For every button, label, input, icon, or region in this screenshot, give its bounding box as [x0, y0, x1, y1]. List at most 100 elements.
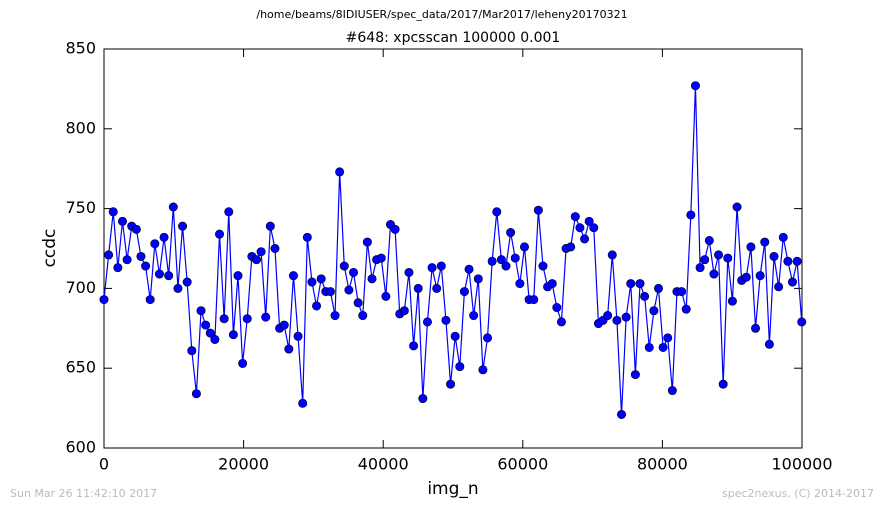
point	[441, 315, 451, 325]
point	[113, 263, 123, 273]
point	[122, 255, 132, 265]
point	[612, 315, 622, 325]
point	[362, 237, 372, 247]
point	[538, 261, 548, 271]
point	[783, 256, 793, 266]
point	[376, 253, 386, 263]
point	[566, 242, 576, 252]
point	[164, 271, 174, 281]
point	[797, 317, 807, 327]
point	[778, 232, 788, 242]
point	[496, 255, 506, 265]
x-tick-label: 20000	[218, 455, 269, 474]
point	[686, 210, 696, 220]
point	[700, 255, 710, 265]
point	[774, 282, 784, 292]
point	[325, 287, 335, 297]
point	[436, 261, 446, 271]
point	[575, 223, 585, 233]
point	[450, 331, 460, 341]
point	[284, 344, 294, 354]
point	[173, 283, 183, 293]
point	[529, 295, 539, 305]
y-tick-label: 650	[65, 358, 96, 377]
series-line	[103, 85, 803, 415]
point	[293, 331, 303, 341]
point	[168, 202, 178, 212]
point	[136, 251, 146, 261]
point	[769, 251, 779, 261]
point	[483, 333, 493, 343]
y-tick-label: 750	[65, 198, 96, 217]
point	[681, 304, 691, 314]
plot-frame	[103, 48, 803, 449]
point	[279, 320, 289, 330]
point	[658, 342, 668, 352]
point	[99, 295, 109, 305]
point	[640, 291, 650, 301]
point	[399, 306, 409, 316]
point	[695, 263, 705, 273]
point	[617, 409, 627, 419]
point	[335, 167, 345, 177]
y-tick-label: 800	[65, 118, 96, 137]
point	[358, 311, 368, 321]
point	[663, 333, 673, 343]
point	[533, 205, 543, 215]
point	[409, 341, 419, 351]
point	[238, 358, 248, 368]
point	[792, 256, 802, 266]
point	[464, 264, 474, 274]
point	[422, 317, 432, 327]
point	[330, 311, 340, 321]
point	[187, 346, 197, 356]
point	[182, 277, 192, 287]
point	[215, 229, 225, 239]
point	[478, 365, 488, 375]
point	[178, 221, 188, 231]
point	[709, 269, 719, 279]
point	[117, 216, 127, 226]
point	[316, 274, 326, 284]
point	[552, 303, 562, 313]
point	[501, 261, 511, 271]
point	[307, 277, 317, 287]
footer-left: Sun Mar 26 11:42:10 2017	[10, 487, 157, 500]
point	[270, 244, 280, 254]
point	[298, 398, 308, 408]
point	[751, 323, 761, 333]
point	[760, 237, 770, 247]
y-tick-label: 700	[65, 278, 96, 297]
point	[515, 279, 525, 289]
point	[469, 311, 479, 321]
point	[353, 298, 363, 308]
point	[154, 269, 164, 279]
point	[570, 212, 580, 222]
point	[690, 81, 700, 91]
y-tick-label: 600	[65, 438, 96, 457]
point	[312, 301, 322, 311]
point	[589, 223, 599, 233]
point	[630, 370, 640, 380]
point	[547, 279, 557, 289]
point	[649, 306, 659, 316]
point	[427, 263, 437, 273]
point	[626, 279, 636, 289]
y-tick-label: 850	[65, 39, 96, 58]
chart-title: #648: xpcsscan 100000 0.001	[346, 30, 561, 46]
point	[205, 328, 215, 338]
point	[580, 234, 590, 244]
point	[667, 386, 677, 396]
point	[677, 287, 687, 297]
x-tick-label: 0	[99, 455, 109, 474]
point	[787, 277, 797, 287]
point	[727, 296, 737, 306]
point	[621, 312, 631, 322]
point	[714, 250, 724, 260]
point	[556, 317, 566, 327]
point	[644, 342, 654, 352]
point	[104, 250, 114, 260]
point	[145, 295, 155, 305]
point	[242, 314, 252, 324]
